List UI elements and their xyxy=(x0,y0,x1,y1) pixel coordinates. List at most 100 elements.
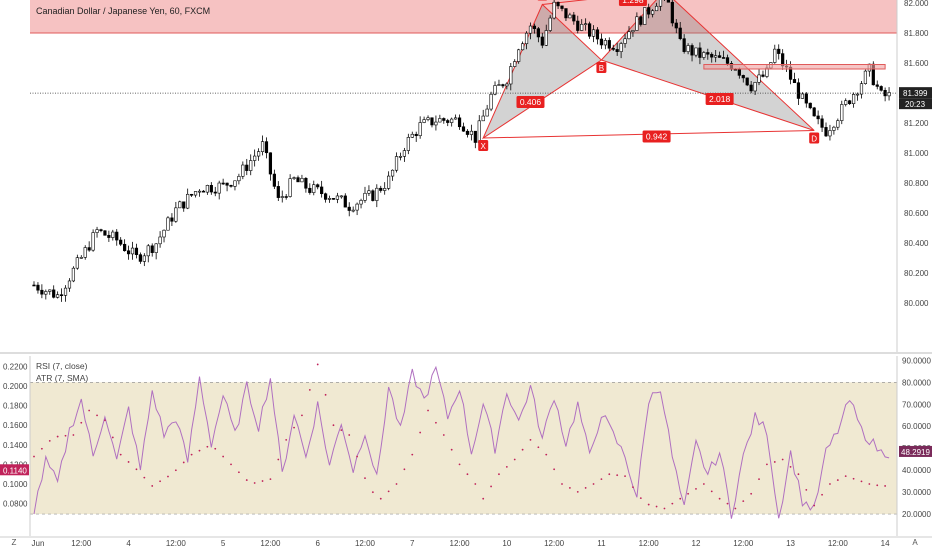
candle[interactable] xyxy=(383,188,387,191)
candle[interactable] xyxy=(800,93,804,99)
candle[interactable] xyxy=(343,195,347,208)
candle[interactable] xyxy=(725,57,730,64)
candle[interactable] xyxy=(312,184,316,193)
candle[interactable] xyxy=(63,287,68,296)
candle[interactable] xyxy=(52,289,56,298)
candle[interactable] xyxy=(556,1,560,7)
candle[interactable] xyxy=(454,117,458,120)
candle[interactable] xyxy=(201,190,206,193)
candle[interactable] xyxy=(229,184,233,187)
candle[interactable] xyxy=(442,118,446,121)
candle[interactable] xyxy=(851,94,856,105)
candle[interactable] xyxy=(241,164,245,177)
candle[interactable] xyxy=(394,156,399,171)
candle[interactable] xyxy=(379,187,383,191)
candle[interactable] xyxy=(363,192,367,201)
pattern-point-label[interactable]: B xyxy=(599,64,604,73)
candle[interactable] xyxy=(426,117,430,120)
candle[interactable] xyxy=(863,70,868,84)
candle[interactable] xyxy=(832,126,836,131)
candle[interactable] xyxy=(123,243,127,252)
sr-box[interactable] xyxy=(703,64,886,70)
candle[interactable] xyxy=(225,182,229,186)
candle[interactable] xyxy=(418,122,422,137)
candle[interactable] xyxy=(603,40,607,46)
candle[interactable] xyxy=(654,5,659,12)
candle[interactable] xyxy=(840,104,844,121)
candle[interactable] xyxy=(651,10,655,15)
candle[interactable] xyxy=(706,52,710,55)
pattern-ratio-label[interactable]: 1.298 xyxy=(622,0,644,5)
candle[interactable] xyxy=(497,84,501,86)
candle[interactable] xyxy=(450,118,454,123)
candle[interactable] xyxy=(233,180,237,187)
candle[interactable] xyxy=(477,120,481,143)
candle[interactable] xyxy=(182,201,186,209)
candle[interactable] xyxy=(422,119,426,123)
pattern-ratio-label[interactable]: 0.406 xyxy=(520,97,542,107)
candle[interactable] xyxy=(792,79,797,84)
candle[interactable] xyxy=(115,231,119,241)
candle[interactable] xyxy=(134,247,139,255)
candle[interactable] xyxy=(820,118,824,128)
candle[interactable] xyxy=(142,255,146,262)
candle[interactable] xyxy=(446,120,450,123)
candle[interactable] xyxy=(316,184,320,188)
candle[interactable] xyxy=(268,152,273,175)
pattern-point-label[interactable]: D xyxy=(811,135,817,144)
candle[interactable] xyxy=(521,43,525,51)
candle[interactable] xyxy=(489,93,493,110)
candle[interactable] xyxy=(83,247,87,258)
pattern-point-label[interactable]: A xyxy=(540,0,546,1)
candle[interactable] xyxy=(150,245,154,253)
candle[interactable] xyxy=(355,203,359,211)
candle[interactable] xyxy=(513,61,517,67)
candle[interactable] xyxy=(217,182,221,194)
rsi-line[interactable] xyxy=(33,365,890,519)
candle[interactable] xyxy=(844,100,848,105)
candle[interactable] xyxy=(718,55,722,58)
candle[interactable] xyxy=(824,127,828,137)
candle[interactable] xyxy=(264,141,269,154)
candle[interactable] xyxy=(79,257,83,259)
candle[interactable] xyxy=(887,92,891,97)
candle[interactable] xyxy=(710,53,714,58)
candle[interactable] xyxy=(107,234,111,238)
candle[interactable] xyxy=(327,198,332,200)
candle[interactable] xyxy=(761,74,765,77)
candle[interactable] xyxy=(816,115,820,120)
candle[interactable] xyxy=(48,289,52,292)
candle[interactable] xyxy=(186,193,190,209)
candle[interactable] xyxy=(587,23,592,37)
candle[interactable] xyxy=(635,16,639,31)
candle[interactable] xyxy=(359,200,363,205)
candle[interactable] xyxy=(509,66,513,85)
candle[interactable] xyxy=(213,191,217,194)
candle[interactable] xyxy=(670,1,674,24)
candle[interactable] xyxy=(300,177,304,183)
candle[interactable] xyxy=(465,130,470,135)
candle[interactable] xyxy=(461,126,466,132)
candle[interactable] xyxy=(643,7,647,25)
candle[interactable] xyxy=(804,93,808,104)
candle[interactable] xyxy=(284,196,288,198)
candle[interactable] xyxy=(694,47,698,56)
candle[interactable] xyxy=(87,247,91,251)
candle[interactable] xyxy=(544,30,548,46)
candle[interactable] xyxy=(249,160,253,171)
candle[interactable] xyxy=(205,185,209,193)
candle[interactable] xyxy=(308,187,312,193)
candle[interactable] xyxy=(59,294,64,296)
candle[interactable] xyxy=(56,294,60,298)
candle[interactable] xyxy=(99,229,103,232)
candle[interactable] xyxy=(686,45,690,52)
candle[interactable] xyxy=(174,207,178,222)
candle[interactable] xyxy=(320,186,324,195)
candle[interactable] xyxy=(304,177,308,189)
candle[interactable] xyxy=(178,201,182,209)
candle[interactable] xyxy=(631,30,635,33)
candle[interactable] xyxy=(615,49,619,52)
candle[interactable] xyxy=(434,121,438,126)
